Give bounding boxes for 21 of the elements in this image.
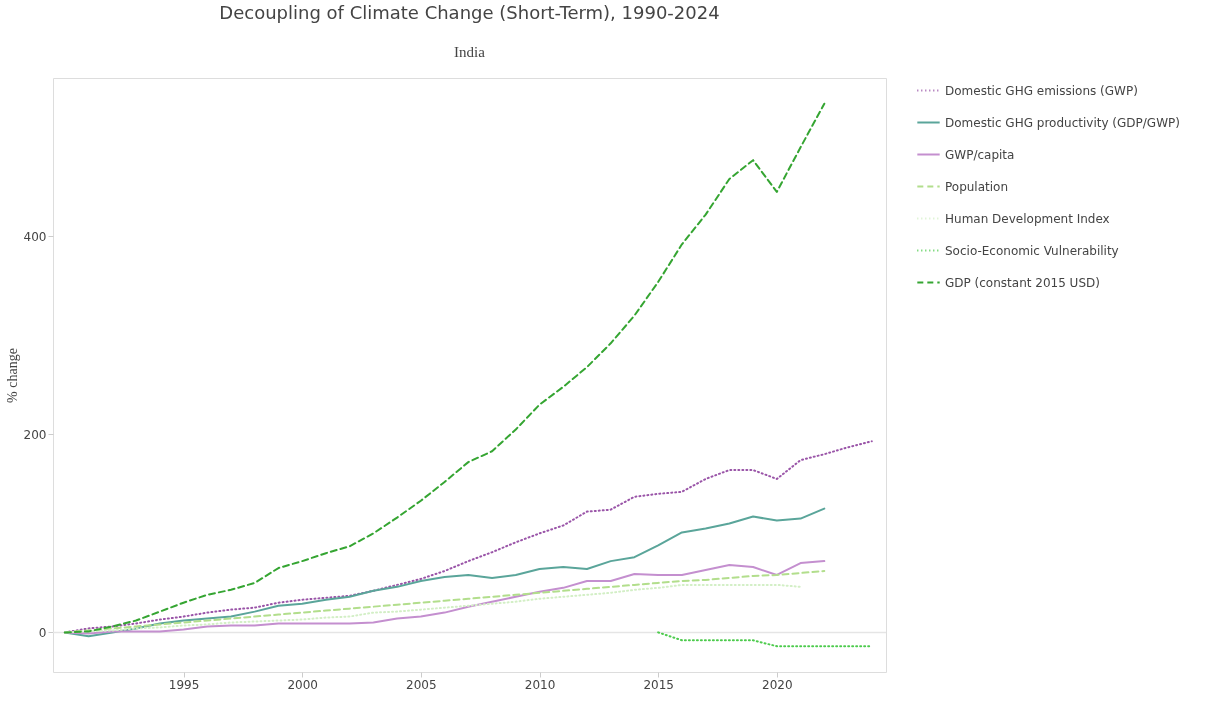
y-tick-label: 200 [23,427,47,442]
y-tick-label: 0 [38,625,47,640]
line-series [63,102,826,634]
legend-label: Human Development Index [945,211,1110,226]
x-tick-label: 2000 [287,677,318,692]
legend-label: Socio-Economic Vulnerability [945,243,1119,258]
legend-label: Domestic GHG productivity (GDP/GWP) [945,115,1180,130]
x-tick-label: 2015 [643,677,674,692]
legend-label: Domestic GHG emissions (GWP) [945,83,1138,98]
y-tick-label: 400 [23,229,47,244]
legend-label: GWP/capita [945,147,1015,162]
legend-label: GDP (constant 2015 USD) [945,275,1100,290]
line-series [63,507,826,638]
legend-label: Population [945,179,1009,194]
x-tick-label: 1995 [168,677,200,692]
x-tick-label: 2010 [524,677,556,692]
chart-subtitle: India [454,44,486,60]
x-tick-label: 2005 [406,677,437,692]
chart-title: Decoupling of Climate Change (Short-Term), 1990-2024 [219,2,720,23]
x-tick-label: 2020 [762,677,793,692]
y-axis-title: % change [4,348,20,403]
